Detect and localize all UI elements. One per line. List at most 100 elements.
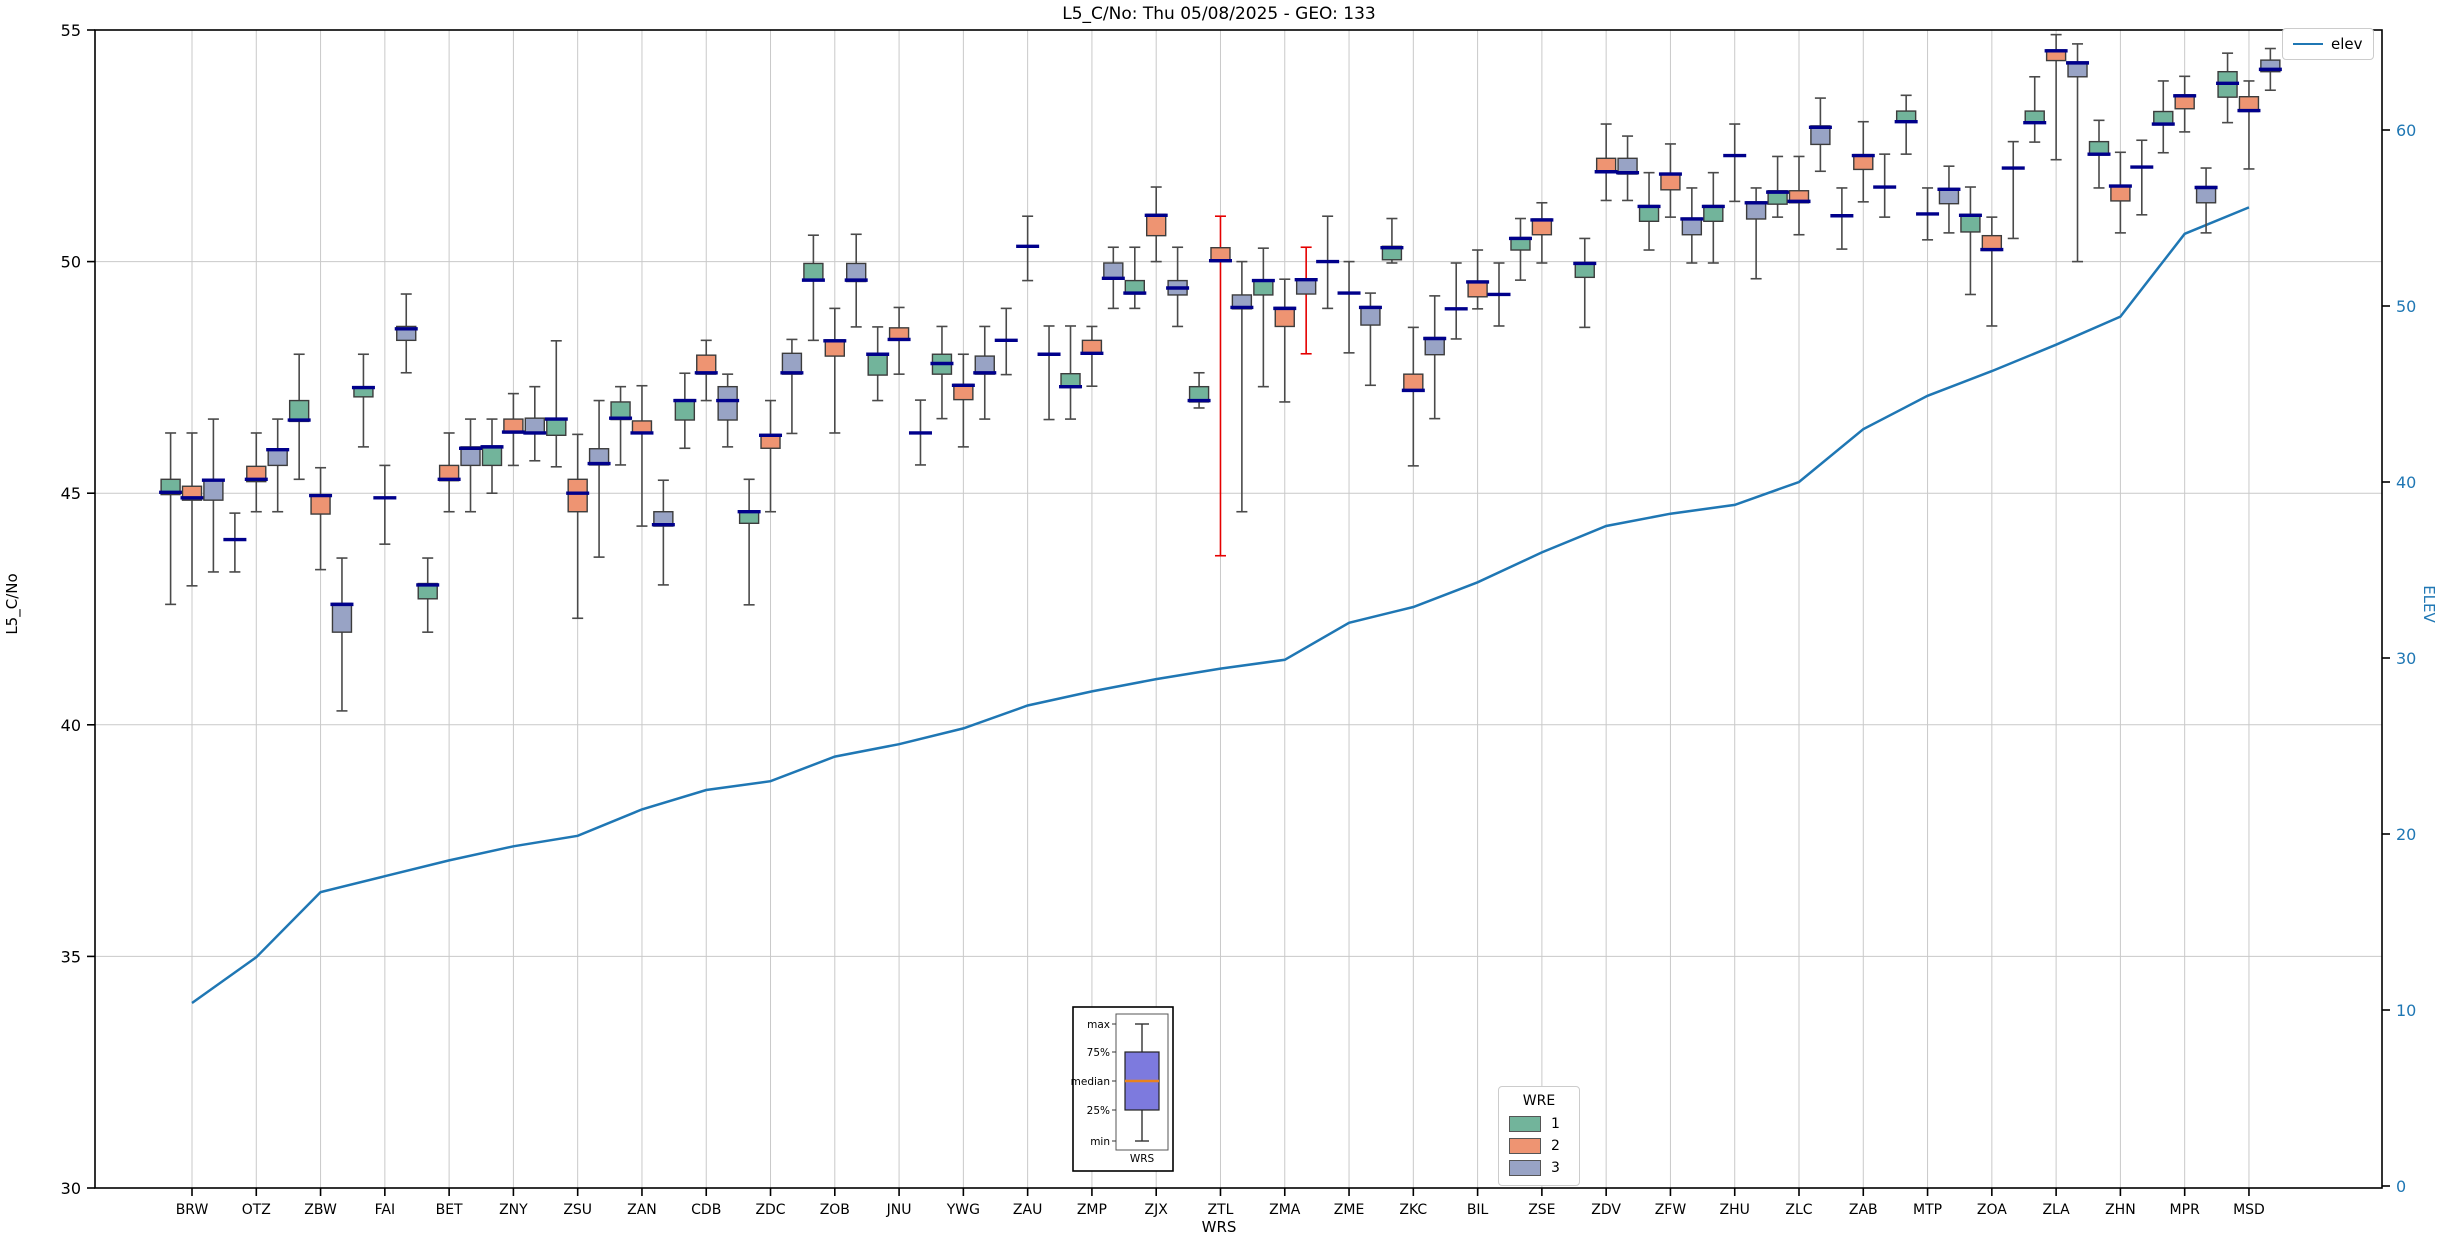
box: [567, 478, 588, 513]
left-axis-label: L5_C/No: [3, 573, 21, 635]
plot-frame: [94, 29, 2383, 1189]
tick-label: ZHU: [1720, 1202, 1750, 1218]
wre3-swatch: [1509, 1160, 1541, 1176]
tick-label: 35: [61, 947, 81, 966]
box: [717, 385, 738, 421]
boxplot-BIL-wre3: [1487, 262, 1511, 327]
boxplot-JNU-wre2: [887, 306, 911, 375]
tick-label: 20: [2396, 825, 2416, 844]
tick-label: YWG: [946, 1202, 980, 1218]
box: [310, 493, 331, 515]
boxplot-ZJX-wre2: [1144, 186, 1168, 263]
boxplot-ZAN-wre3: [651, 479, 675, 586]
boxplot-JNU-wre1: [866, 326, 890, 402]
elev-legend: elev: [2282, 28, 2374, 60]
boxplot-FAI-wre3: [394, 293, 418, 374]
tick-label: ZAU: [1013, 1202, 1042, 1218]
elev-line-swatch: [2293, 43, 2323, 45]
boxplot-ZOB-wre2: [823, 307, 847, 434]
boxplot-ZNY-wre3: [523, 385, 547, 462]
tick-label: 40: [61, 716, 81, 735]
tick-label: ZNY: [499, 1202, 528, 1218]
box: [2260, 59, 2281, 73]
boxplot-BIL-wre2: [1466, 249, 1490, 310]
boxplot-ZDC-wre2: [759, 399, 783, 513]
boxplot-ZTL-wre3: [1230, 260, 1254, 513]
boxplot-ZSU-wre2: [566, 433, 590, 620]
tick-label: BIL: [1467, 1202, 1489, 1218]
tick-label: MPR: [2170, 1202, 2201, 1218]
boxplot-ZSE-wre2: [1530, 201, 1554, 264]
tick-label: CDB: [691, 1202, 721, 1218]
wre-legend: WRE 1 2 3: [1498, 1086, 1580, 1186]
box: [781, 352, 803, 375]
boxplot-ZMA-wre2: [1273, 278, 1297, 403]
boxplot-BIL-wre1: [1444, 262, 1468, 340]
boxplot-ZAB-wre2: [1851, 120, 1875, 203]
tick-label: ZKC: [1399, 1202, 1427, 1218]
tick-label: BET: [436, 1202, 463, 1218]
boxplot-ZLC-wre2: [1787, 155, 1811, 236]
tick-label: ZAB: [1849, 1202, 1878, 1218]
boxplot-ZDV-wre2: [1594, 123, 1618, 202]
boxplot-ZLA-wre3: [2066, 43, 2090, 263]
tick-label: min: [1090, 1136, 1110, 1148]
box: [288, 399, 310, 423]
boxplot-ZAU-wre3: [1037, 325, 1061, 421]
boxplot-ZAB-wre1: [1830, 187, 1854, 250]
boxplot-ZOB-wre1: [801, 234, 825, 342]
box: [1960, 213, 1981, 233]
boxplot-OTZ-wre3: [266, 418, 290, 513]
tick-label: ZOA: [1977, 1202, 2007, 1218]
boxplot-JNU-wre3: [908, 399, 932, 466]
boxplot-ZMP-wre2: [1080, 325, 1104, 388]
boxplot-ZBW-wre3: [330, 557, 354, 712]
boxplot-ZHN-wre2: [2108, 151, 2132, 234]
tick-label: BRW: [176, 1202, 209, 1218]
boxplot-ZJX-wre3: [1166, 246, 1190, 328]
chart-title: L5_C/No: Thu 05/08/2025 - GEO: 133: [1062, 4, 1376, 24]
boxplot-FAI-wre1: [351, 353, 375, 448]
boxplot-BRW-wre1: [159, 432, 183, 606]
wre-legend-entry-3: 3: [1499, 1157, 1579, 1179]
boxplot-ZMA-wre3: [1294, 246, 1318, 355]
elev-legend-label: elev: [2331, 35, 2363, 53]
tick-label: ZFW: [1655, 1202, 1687, 1218]
boxplot-MSD-wre3: [2258, 47, 2282, 92]
tick-label: 0: [2396, 1177, 2406, 1196]
boxplot-ZFW-wre1: [1637, 171, 1661, 251]
tick-label: ZOB: [820, 1202, 850, 1218]
tick-label: 75%: [1087, 1047, 1110, 1059]
boxplot-MTP-wre1: [1894, 94, 1918, 155]
boxplot-ZOA-wre3: [2001, 140, 2025, 240]
box: [546, 417, 567, 436]
tick-label: ZAN: [627, 1202, 657, 1218]
tick-label: 25%: [1087, 1105, 1110, 1117]
boxplot-ZHN-wre1: [2087, 119, 2111, 189]
tick-label: OTZ: [242, 1202, 271, 1218]
tick-label: ZMA: [1269, 1202, 1301, 1218]
tick-label: 55: [61, 21, 81, 40]
tick-label: ZLC: [1785, 1202, 1812, 1218]
tick-label: max: [1087, 1019, 1110, 1031]
tick-label: 50: [2396, 297, 2416, 316]
x-axis-label: WRS: [1201, 1218, 1237, 1236]
boxplot-ZLA-wre2: [2044, 33, 2068, 161]
boxplot-ZME-wre2: [1337, 260, 1361, 354]
boxplot-CDB-wre2: [694, 339, 718, 402]
tick-label: ZMP: [1077, 1202, 1107, 1218]
boxplot-ZLC-wre3: [1808, 97, 1832, 173]
boxplot-ZKC-wre2: [1401, 326, 1425, 467]
boxplot-MTP-wre3: [1937, 165, 1961, 234]
boxplot-ZAU-wre2: [1016, 215, 1040, 282]
boxplot-ZSU-wre1: [544, 340, 568, 468]
wre-legend-entry-1: 1: [1499, 1113, 1579, 1135]
boxplot-ZKC-wre1: [1380, 217, 1404, 264]
boxplot-ZHU-wre3: [1744, 187, 1768, 280]
tick-label: 30: [2396, 649, 2416, 668]
tick-label: 10: [2396, 1001, 2416, 1020]
tick-label: ZME: [1334, 1202, 1365, 1218]
boxplot-ZHN-wre3: [2130, 139, 2154, 216]
